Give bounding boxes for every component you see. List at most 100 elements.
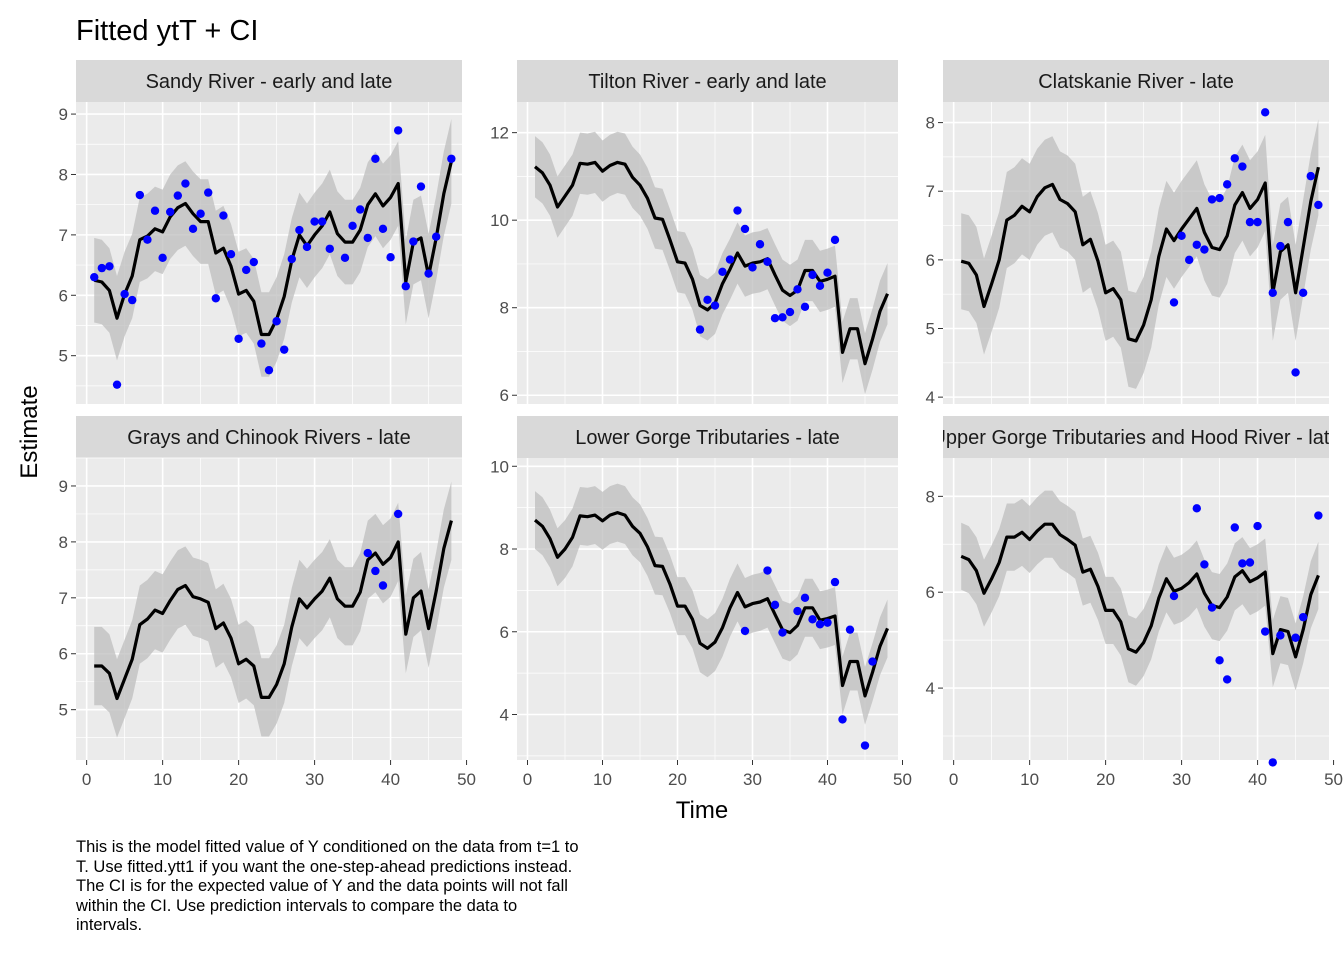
data-point — [1298, 288, 1308, 298]
facet-panel: Grays and Chinook Rivers - late 5 6 7 8 9 0 10 2… — [59, 416, 476, 789]
y-tick-label: 9 — [59, 105, 68, 124]
y-tick-label: 6 — [59, 286, 68, 305]
data-point — [800, 302, 810, 312]
data-point — [158, 253, 167, 263]
y-tick-label: 6 — [926, 251, 935, 270]
facet-strip — [517, 60, 898, 102]
y-tick-label: 7 — [59, 589, 68, 608]
data-point — [393, 126, 403, 135]
ci-ribbon — [94, 481, 452, 738]
data-point — [1200, 245, 1209, 254]
data-point — [348, 221, 357, 231]
data-point — [1314, 511, 1323, 520]
data-point — [763, 257, 772, 266]
data-point — [249, 257, 259, 267]
x-tick-label: 50 — [893, 770, 912, 789]
y-tick-label: 7 — [926, 182, 935, 201]
x-tick-label: 40 — [381, 770, 400, 789]
x-tick-label: 30 — [305, 770, 324, 789]
y-tick-label: 4 — [926, 388, 935, 407]
data-point — [135, 190, 145, 200]
data-point — [778, 313, 787, 322]
y-tick-label: 8 — [926, 487, 935, 506]
y-tick-label: 8 — [926, 114, 935, 133]
data-point — [1245, 558, 1255, 567]
y-tick-label: 5 — [59, 347, 68, 366]
caption-line: The CI is for the expected value of Y an… — [76, 877, 568, 895]
data-point — [1253, 217, 1262, 227]
data-point — [703, 295, 712, 305]
y-tick-label: 12 — [490, 124, 509, 143]
facet-strip-label-group: Upper Gorge Tributaries and Hood River -… — [943, 427, 1329, 449]
data-point — [838, 715, 847, 724]
data-point — [1291, 368, 1300, 377]
data-point — [1200, 560, 1209, 569]
caption-line: intervals. — [76, 916, 143, 934]
x-tick-label: 30 — [743, 770, 762, 789]
data-point — [143, 235, 152, 244]
x-tick-label: 20 — [229, 770, 248, 789]
data-point — [1192, 240, 1201, 249]
data-point — [401, 282, 410, 291]
data-point — [325, 244, 334, 253]
data-point — [363, 548, 372, 558]
data-point — [112, 380, 122, 389]
data-point — [204, 188, 213, 197]
facet-strip-label-group: Sandy River - early and late — [146, 71, 393, 93]
x-tick-label: 20 — [668, 770, 687, 789]
data-point — [1222, 675, 1232, 684]
data-point — [1276, 631, 1285, 640]
ci-ribbon — [535, 131, 888, 395]
data-point — [378, 224, 388, 234]
data-point — [1230, 523, 1239, 532]
data-point — [695, 325, 705, 334]
y-tick-label: 6 — [926, 583, 935, 602]
y-tick-label: 10 — [490, 211, 509, 230]
facet-strip-label: Clatskanie River - late — [1038, 71, 1234, 93]
data-point — [105, 262, 114, 271]
data-point — [257, 339, 266, 348]
data-point — [1314, 200, 1323, 210]
data-point — [1177, 231, 1186, 241]
facet-panel: Clatskanie River - late 4 5 6 7 8 — [926, 60, 1335, 407]
x-tick-label: 20 — [1096, 770, 1115, 789]
data-point — [1230, 154, 1239, 163]
data-point — [755, 240, 765, 249]
facet-strip — [76, 60, 462, 102]
data-point — [272, 317, 281, 326]
data-point — [188, 224, 198, 234]
x-tick-label: 50 — [1324, 770, 1343, 789]
data-point — [120, 289, 129, 299]
data-point — [1283, 217, 1293, 227]
data-point — [733, 206, 742, 215]
caption-line: T. Use fitted.ytt1 if you want the one-s… — [76, 857, 573, 876]
y-axis-title: Estimate — [16, 385, 43, 478]
caption: This is the model fitted value of Y cond… — [76, 838, 716, 936]
data-point — [181, 179, 190, 188]
data-point — [793, 606, 802, 616]
data-point — [718, 267, 727, 277]
facet-strip — [943, 416, 1329, 458]
facet-strip-label-group: Lower Gorge Tributaries - late — [575, 427, 840, 449]
data-point — [424, 269, 433, 278]
fitted-line — [94, 520, 453, 701]
data-point — [845, 625, 855, 634]
data-point — [1291, 633, 1300, 642]
data-point — [1253, 521, 1262, 531]
data-point — [378, 581, 388, 590]
data-point — [302, 242, 312, 252]
facet-strip — [517, 416, 898, 458]
data-point — [431, 232, 441, 241]
data-point — [371, 566, 380, 576]
data-point — [295, 225, 304, 235]
y-tick-label: 8 — [59, 165, 68, 184]
data-point — [823, 618, 832, 627]
facet-strip-label-group: Grays and Chinook Rivers - late — [127, 427, 410, 449]
facet-strip — [76, 416, 462, 458]
data-point — [317, 217, 327, 226]
facet-strip-label-group: Tilton River - early and late — [588, 71, 826, 93]
x-axis-title: Time — [676, 797, 728, 824]
data-point — [1222, 180, 1232, 189]
y-tick-label: 7 — [59, 226, 68, 245]
y-tick-label: 5 — [59, 701, 68, 720]
